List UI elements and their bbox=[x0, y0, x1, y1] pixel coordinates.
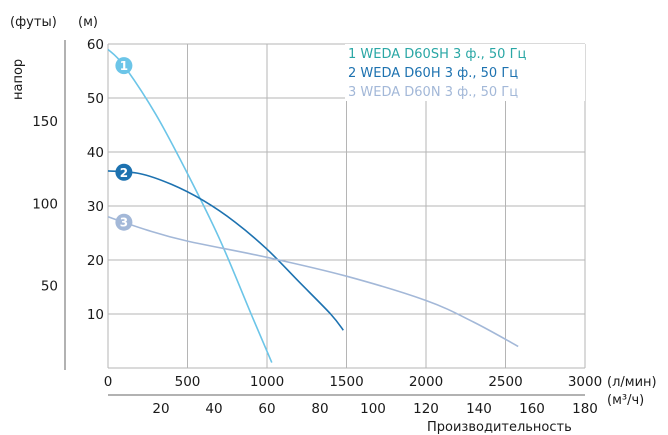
y-feet-tick-label: 100 bbox=[32, 196, 58, 212]
x-lpm-unit: (л/мин) bbox=[607, 375, 657, 390]
axes bbox=[64, 40, 585, 396]
x-m3h-unit: (м³/ч) bbox=[607, 393, 644, 408]
legend-item-3: 3 WEDA D60N 3 ф., 50 Гц bbox=[348, 85, 518, 100]
y-meters-tick-label: 10 bbox=[87, 307, 104, 323]
x-m3h-tick-label: 20 bbox=[152, 401, 169, 417]
y-meters-tick-label: 60 bbox=[87, 37, 104, 53]
series-marker-label-2: 2 bbox=[120, 166, 128, 180]
x-m3h-tick-label: 80 bbox=[311, 401, 328, 417]
x-lpm-tick-label: 3000 bbox=[568, 374, 602, 390]
x-axis-label: Производительность bbox=[427, 420, 572, 435]
x-m3h-tick-label: 140 bbox=[466, 401, 492, 417]
legend-background bbox=[345, 44, 585, 101]
series-line-2 bbox=[107, 170, 344, 331]
y-meters-tick-label: 50 bbox=[87, 91, 104, 107]
series-marker-1 bbox=[115, 57, 133, 75]
series-marker-3 bbox=[115, 213, 133, 231]
y-meters-unit: (м) bbox=[78, 15, 98, 30]
legend-item-2: 2 WEDA D60H 3 ф., 50 Гц bbox=[348, 66, 518, 81]
x-lpm-tick-label: 1500 bbox=[329, 374, 363, 390]
y-meters-tick-label: 40 bbox=[87, 145, 104, 161]
x-m3h-tick-label: 160 bbox=[519, 401, 545, 417]
x-m3h-tick-label: 60 bbox=[258, 401, 275, 417]
legend-item-1: 1 WEDA D60SH 3 ф., 50 Гц bbox=[348, 47, 527, 62]
x-lpm-tick-label: 0 bbox=[104, 374, 113, 390]
series-marker-label-3: 3 bbox=[120, 216, 128, 230]
x-m3h-tick-label: 40 bbox=[205, 401, 222, 417]
x-lpm-tick-label: 2000 bbox=[409, 374, 443, 390]
series-line-3 bbox=[107, 216, 519, 348]
x-m3h-tick-label: 180 bbox=[572, 401, 598, 417]
x-lpm-tick-label: 1000 bbox=[250, 374, 284, 390]
series-marker-label-1: 1 bbox=[120, 59, 128, 73]
x-lpm-tick-label: 2500 bbox=[488, 374, 522, 390]
y-meters-tick-label: 30 bbox=[87, 199, 104, 215]
y-feet-tick-label: 150 bbox=[32, 114, 58, 130]
legend: 1 WEDA D60SH 3 ф., 50 Гц 2 WEDA D60H 3 ф… bbox=[345, 44, 585, 101]
x-m3h-tick-label: 100 bbox=[360, 401, 386, 417]
y-feet-tick-label: 50 bbox=[41, 279, 58, 295]
series-markers: 1 2 3 bbox=[115, 57, 133, 231]
x-lpm-tick-label: 500 bbox=[175, 374, 201, 390]
y-meters-tick-label: 20 bbox=[87, 253, 104, 269]
y-axis-label: напор bbox=[11, 59, 26, 100]
x-m3h-tick-label: 120 bbox=[413, 401, 439, 417]
series-marker-2 bbox=[115, 163, 133, 181]
y-feet-unit: (футы) bbox=[10, 15, 57, 30]
